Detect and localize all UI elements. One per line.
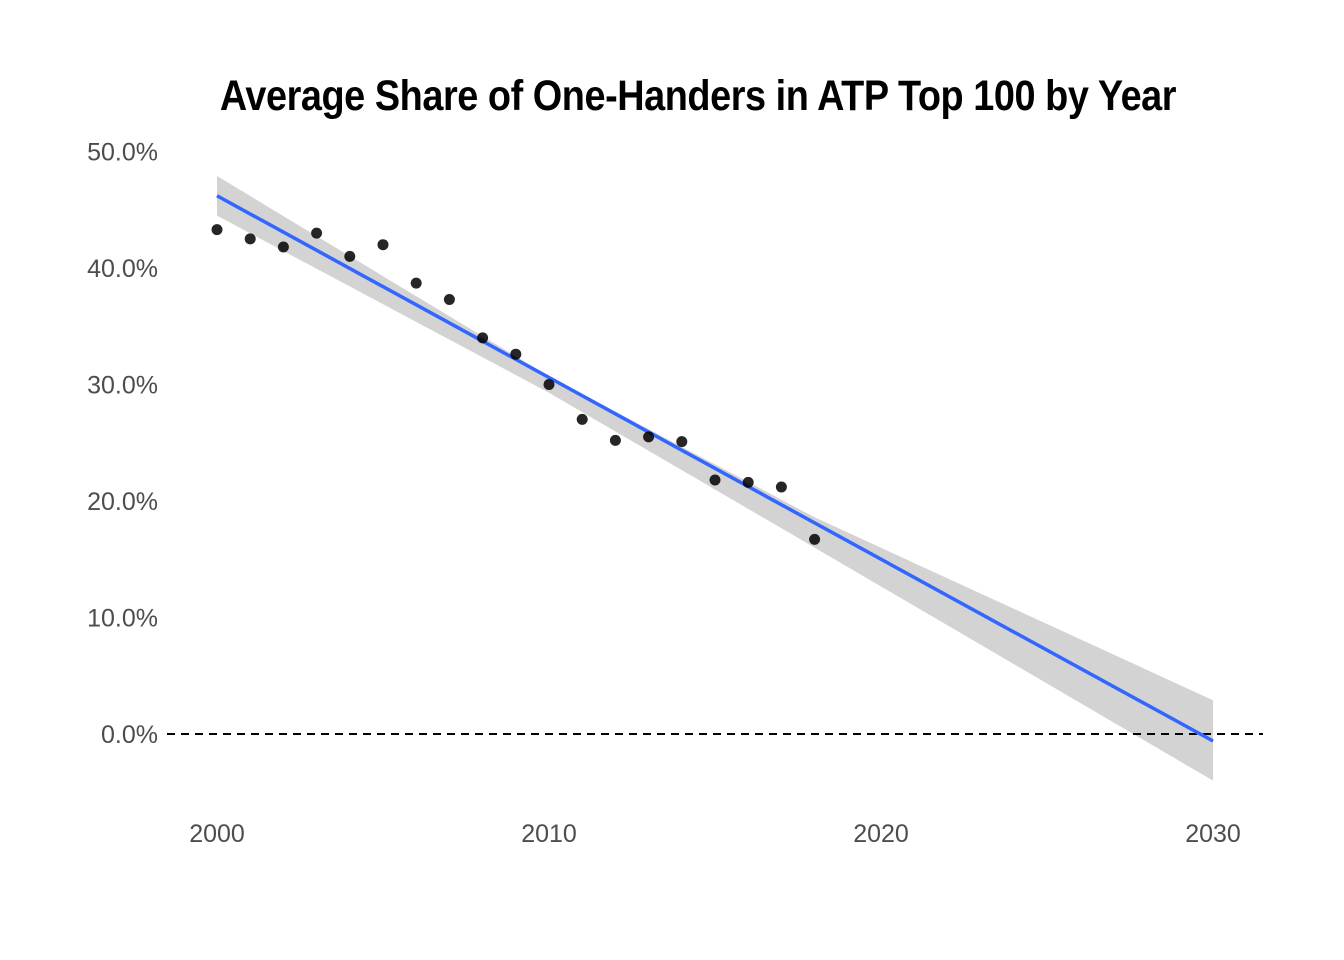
y-tick-label: 50.0%: [87, 139, 158, 167]
data-point: [244, 233, 256, 245]
data-point: [676, 436, 688, 448]
x-tick-label: 2020: [853, 820, 909, 848]
data-point: [410, 277, 422, 289]
data-point: [277, 241, 289, 253]
chart-title: Average Share of One-Handers in ATP Top …: [219, 72, 1177, 120]
data-point: [443, 294, 455, 305]
data-point: [510, 348, 522, 360]
data-point: [211, 224, 223, 236]
x-tick-label: 2010: [521, 820, 577, 848]
data-point: [809, 533, 821, 545]
x-tick-label: 2030: [1185, 820, 1241, 848]
data-point: [709, 474, 721, 486]
trend-line: [216, 194, 1214, 743]
y-tick-label: 30.0%: [87, 372, 158, 400]
data-point: [543, 379, 555, 390]
y-tick-label: 20.0%: [87, 488, 158, 516]
data-point: [609, 434, 621, 446]
data-point: [643, 431, 655, 443]
data-point: [311, 227, 323, 239]
y-tick-label: 0.0%: [101, 721, 158, 749]
y-tick-label: 10.0%: [87, 605, 158, 633]
data-point: [775, 481, 787, 493]
y-tick-label: 40.0%: [87, 255, 158, 283]
data-point: [377, 239, 389, 251]
data-point: [742, 476, 754, 488]
x-tick-label: 2000: [189, 820, 245, 848]
data-point: [477, 332, 489, 344]
data-point: [344, 250, 356, 262]
data-point: [576, 413, 588, 425]
